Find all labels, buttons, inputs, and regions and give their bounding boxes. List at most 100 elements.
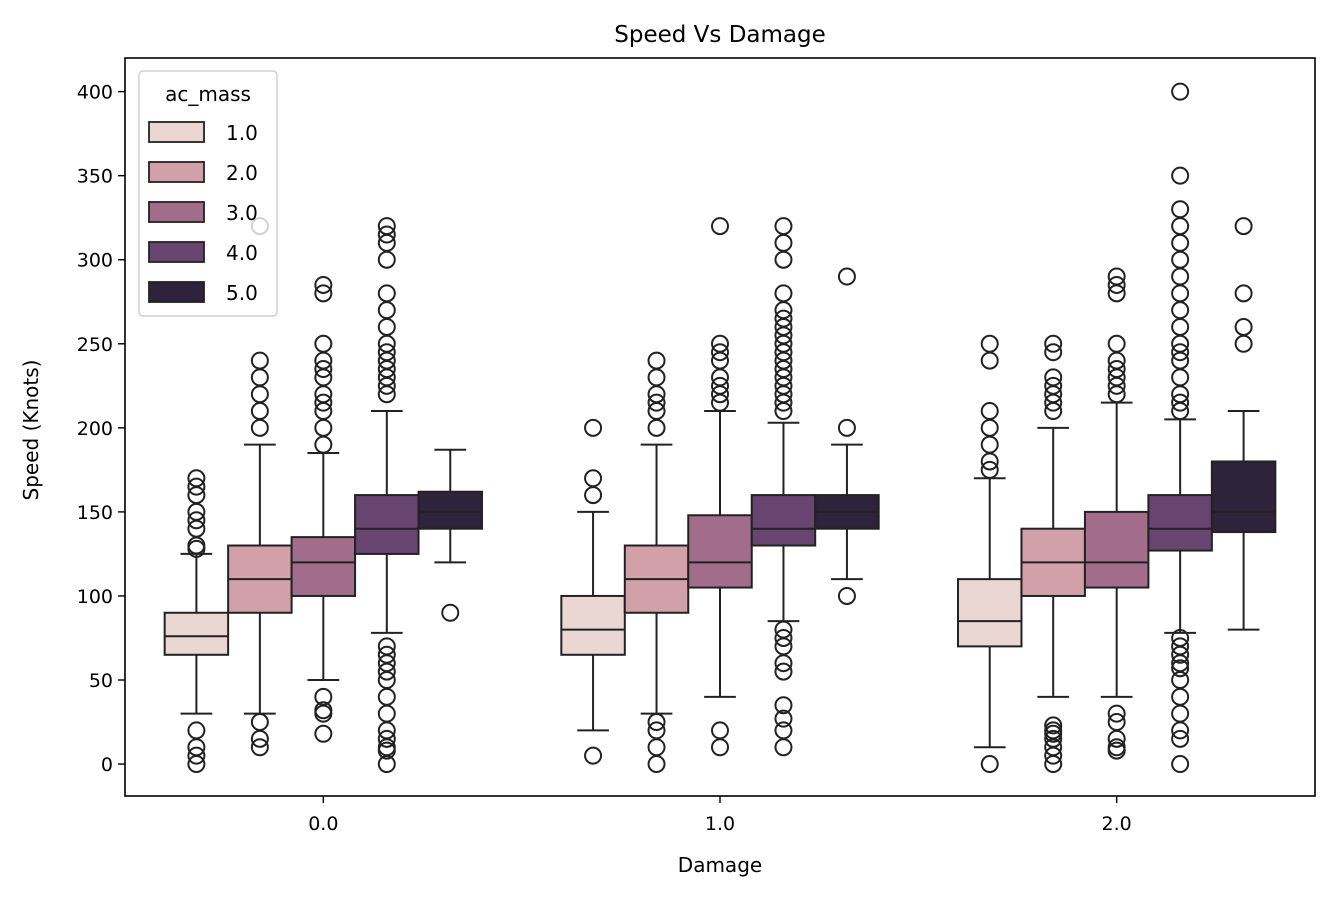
outlier-point [774, 738, 793, 757]
outlier-point [980, 755, 999, 774]
outlier-point [187, 721, 206, 740]
outlier-point [441, 603, 460, 622]
y-tick-label: 150 [77, 502, 113, 524]
iqr-box [750, 494, 817, 547]
outlier-point [1171, 267, 1190, 286]
legend-swatch [148, 161, 205, 183]
outlier-point [377, 217, 396, 236]
outlier-point [774, 709, 793, 728]
boxes-layer [163, 82, 1277, 774]
x-axis-label: Damage [678, 853, 762, 877]
outlier-point [314, 360, 333, 379]
outlier-point [314, 284, 333, 303]
box-3.0-damage-1.0 [687, 217, 753, 757]
outlier-point [1234, 284, 1253, 303]
outlier-point [980, 351, 999, 370]
outlier-point [1171, 637, 1190, 656]
outlier-point [314, 701, 333, 720]
outlier-point [314, 418, 333, 437]
iqr-box [1147, 494, 1213, 552]
outlier-point [980, 402, 999, 421]
legend-item-4.0[interactable]: 4.0 [148, 241, 258, 265]
outlier-point [647, 755, 666, 774]
outlier-point [187, 477, 206, 496]
outlier-point [584, 486, 603, 505]
outlier-point [584, 418, 603, 437]
outlier-point [377, 637, 396, 656]
outlier-point [1234, 217, 1253, 236]
outlier-point [647, 738, 666, 757]
outlier-point [1044, 376, 1063, 395]
outlier-point [377, 284, 396, 303]
box-5.0-damage-1.0 [814, 267, 880, 605]
outlier-point [1171, 729, 1190, 748]
y-tick-label: 300 [77, 250, 113, 272]
outlier-point [774, 284, 793, 303]
legend[interactable]: ac_mass 1.0 2.0 3.0 4.0 5.0 [138, 70, 278, 317]
outlier-point [711, 721, 729, 740]
outlier-point [980, 435, 999, 454]
outlier-point [584, 746, 603, 765]
legend-item-5.0[interactable]: 5.0 [148, 281, 258, 305]
outlier-point [774, 309, 793, 328]
outlier-point [711, 334, 729, 353]
outlier-point [980, 334, 999, 353]
outlier-point [980, 418, 999, 437]
outlier-point [250, 713, 269, 732]
x-tick-label: 1.0 [705, 813, 735, 835]
legend-label: 4.0 [226, 241, 258, 265]
outlier-point [1107, 267, 1126, 286]
outlier-point [377, 729, 396, 748]
y-tick-label: 50 [89, 670, 113, 692]
outlier-point [377, 343, 396, 362]
outlier-point [774, 217, 793, 236]
outlier-point [1171, 284, 1190, 303]
outlier-point [1107, 334, 1126, 353]
iqr-box [417, 490, 483, 530]
box-5.0-damage-2.0 [1210, 217, 1277, 631]
outlier-point [1107, 275, 1126, 294]
legend-label: 2.0 [226, 161, 258, 185]
y-tick-label: 250 [77, 334, 113, 356]
outlier-point [1044, 716, 1063, 735]
legend-item-1.0[interactable]: 1.0 [148, 121, 258, 145]
y-tick-label: 0 [101, 754, 113, 776]
outlier-point [314, 334, 333, 353]
legend-item-3.0[interactable]: 3.0 [148, 201, 258, 225]
outlier-point [314, 435, 333, 454]
outlier-point [774, 696, 793, 715]
box-1.0-damage-0.0 [163, 469, 230, 774]
box-1.0-damage-1.0 [560, 418, 626, 765]
outlier-point [1171, 233, 1190, 252]
box-5.0-damage-0.0 [417, 448, 483, 622]
legend-swatch [148, 121, 205, 143]
y-tick-label: 400 [77, 82, 113, 104]
outlier-point [377, 250, 396, 269]
outlier-point [250, 418, 269, 437]
iqr-box [1210, 460, 1277, 534]
outlier-point [377, 687, 396, 706]
outlier-point [377, 225, 396, 244]
outlier-point [250, 402, 269, 421]
y-tick-label: 350 [77, 166, 113, 188]
outlier-point [711, 376, 729, 395]
outlier-point [250, 368, 269, 387]
legend-item-2.0[interactable]: 2.0 [148, 161, 258, 185]
outlier-point [1171, 200, 1190, 219]
outlier-point [774, 628, 793, 647]
y-axis: 0 50 100 150 200 250 300 350 400 [77, 82, 125, 776]
outlier-point [647, 721, 666, 740]
outlier-point [250, 351, 269, 370]
outlier-point [1171, 343, 1190, 362]
outlier-point [1171, 82, 1190, 101]
y-tick-label: 100 [77, 586, 113, 608]
outlier-point [1234, 334, 1253, 353]
outlier-point [837, 267, 856, 286]
outlier-point [647, 713, 666, 732]
outlier-point [647, 393, 666, 412]
outlier-point [711, 343, 729, 362]
iqr-box [957, 578, 1023, 648]
box-3.0-damage-0.0 [290, 275, 357, 743]
box-2.0-damage-1.0 [623, 351, 690, 774]
outlier-point [1044, 368, 1063, 387]
